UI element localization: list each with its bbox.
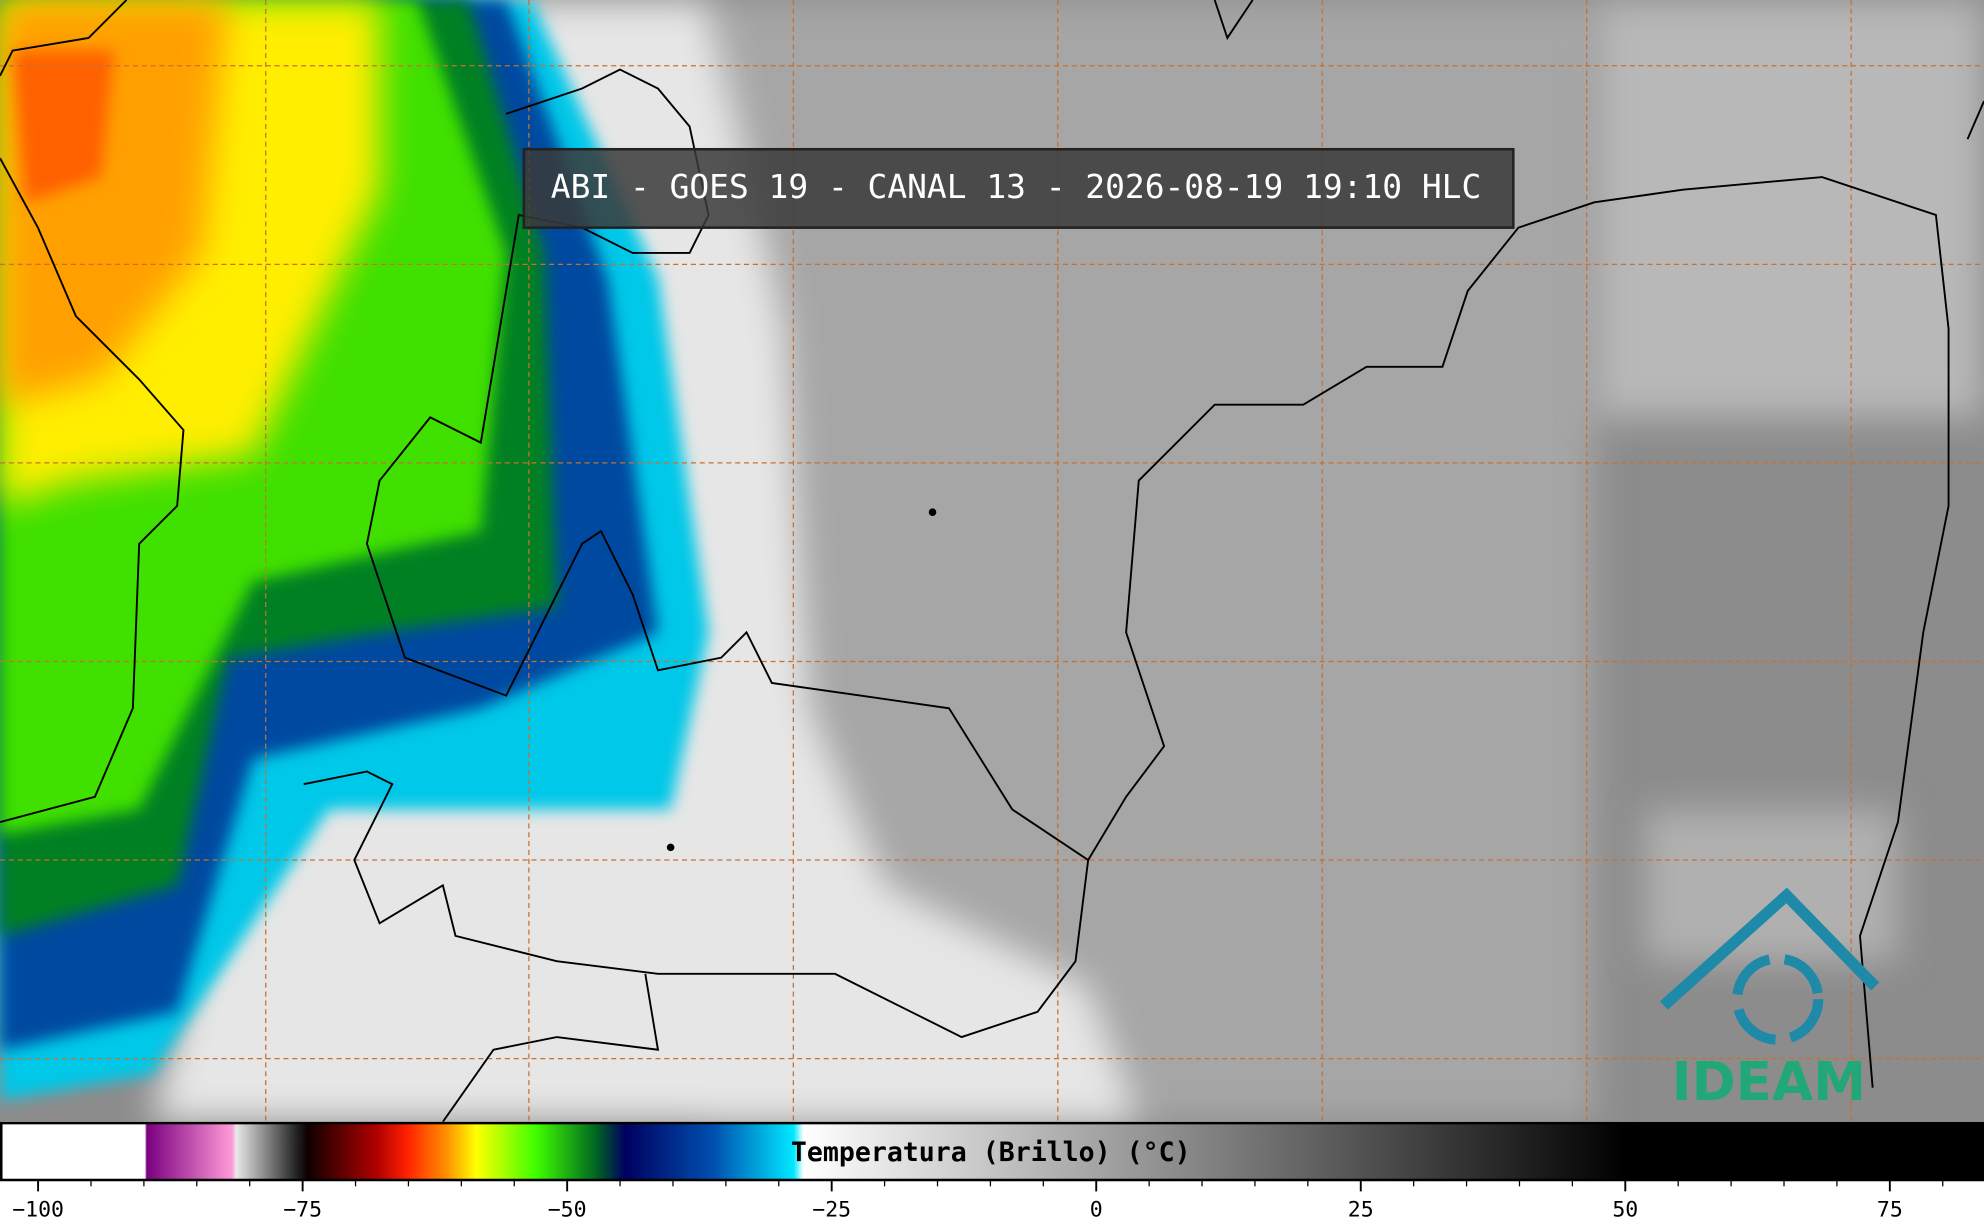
tick-label: 0 [1090, 1197, 1103, 1222]
tick-label: −100 [12, 1197, 64, 1222]
tick-label: 75 [1877, 1197, 1903, 1222]
colorbar [0, 1121, 1984, 1182]
tick-label: 50 [1612, 1197, 1638, 1222]
tick-label: −25 [812, 1197, 851, 1222]
tick-label: 25 [1348, 1197, 1374, 1222]
tick-label: −75 [283, 1197, 322, 1222]
grid [0, 0, 1984, 1122]
city-marker [666, 843, 675, 852]
logo: IDEAM [1660, 887, 1880, 1113]
logo-text: IDEAM [1672, 1051, 1866, 1113]
colorbar-axis: −100 −75 −50 −25 0 25 50 75 [12, 1179, 1944, 1222]
title-box: ABI - GOES 19 - CANAL 13 - 2026-08-19 19… [522, 147, 1515, 229]
tick-label: −50 [548, 1197, 587, 1222]
colorbar-label: Temperatura (Brillo) (°C) [791, 1137, 1191, 1168]
title: ABI - GOES 19 - CANAL 13 - 2026-08-19 19… [551, 167, 1481, 206]
city-marker [928, 508, 937, 517]
